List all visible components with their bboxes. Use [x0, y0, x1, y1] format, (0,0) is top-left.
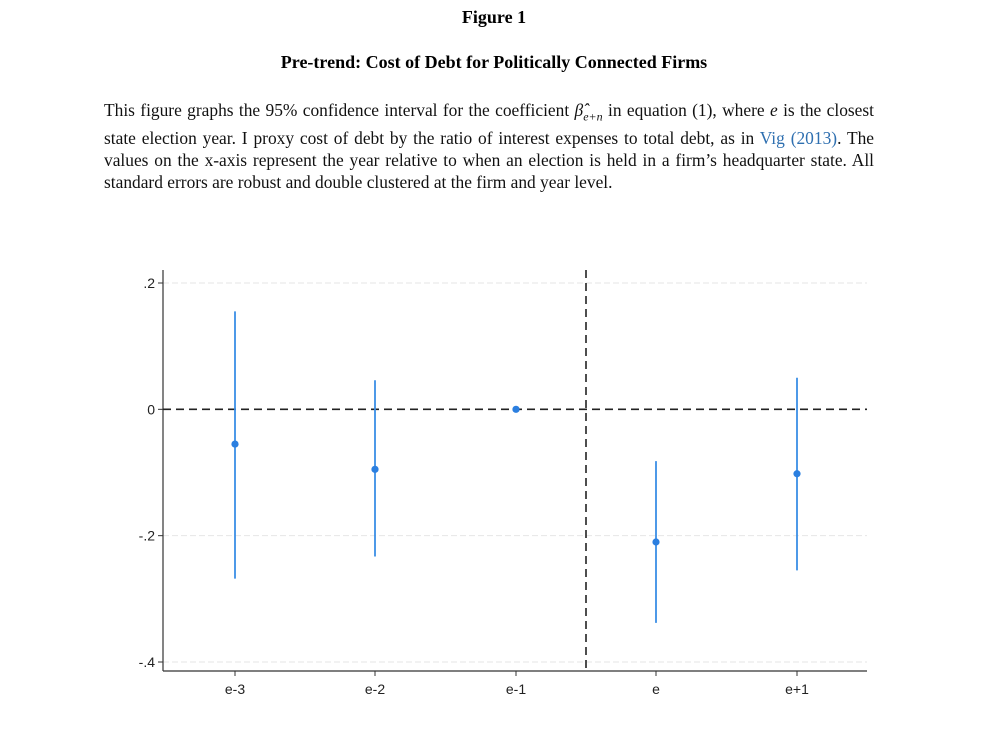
x-tick-label: e-1 [506, 681, 526, 697]
y-tick-label: .2 [143, 275, 155, 291]
point-estimate-e [652, 538, 660, 546]
x-tick-label: e-3 [225, 681, 245, 697]
beta-symbol: β̂e+n [574, 100, 603, 124]
e-symbol: e [769, 100, 778, 120]
x-tick-label: e+1 [785, 681, 809, 697]
point-estimate-e-3 [231, 440, 239, 448]
figure-label: Figure 1 [461, 7, 527, 27]
caption-text-4: . The values on the x-axis represent the… [104, 128, 875, 193]
caption-text-3: is the closest state election year. I pr… [104, 100, 874, 149]
point-estimate-e-2 [371, 465, 379, 473]
x-tick-label: e [652, 681, 660, 697]
figure-caption: This figure graphs the 95% confidence in… [104, 99, 874, 193]
citation-link[interactable]: Vig (2013) [759, 128, 838, 149]
x-tick-label: e-2 [365, 681, 385, 697]
figure-title: Pre-trend: Cost of Debt for Politically … [280, 52, 708, 72]
caption-text-2: in equation (1), where [602, 100, 770, 120]
y-tick-label: -.4 [139, 654, 156, 670]
y-tick-label: 0 [147, 401, 155, 417]
caption-text-1: This figure graphs the 95% confidence in… [104, 100, 575, 120]
y-tick-label: -.2 [139, 528, 156, 544]
point-estimate-e+1 [793, 470, 801, 478]
point-estimate-e-1 [512, 405, 520, 413]
